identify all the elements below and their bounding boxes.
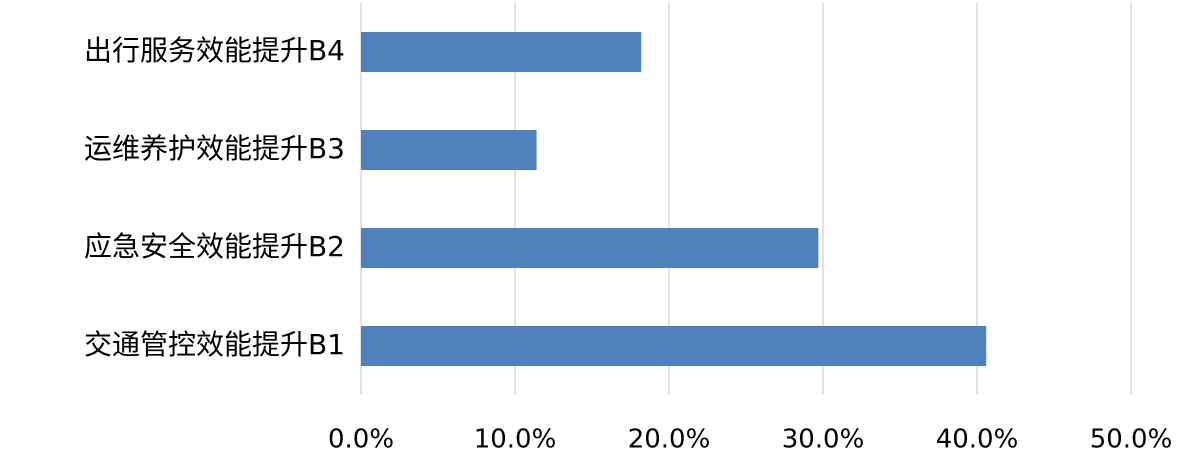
y-tick-label: 出行服务效能提升B4 — [84, 34, 345, 67]
x-tick-label: 10.0% — [474, 425, 557, 455]
y-tick-label: 交通管控效能提升B1 — [84, 328, 345, 361]
x-tick-label: 20.0% — [628, 425, 711, 455]
x-tick-label: 30.0% — [782, 425, 865, 455]
y-tick-label: 应急安全效能提升B2 — [84, 230, 345, 263]
bar — [361, 130, 537, 170]
y-tick-label: 运维养护效能提升B3 — [84, 132, 345, 165]
x-tick-label: 40.0% — [936, 425, 1019, 455]
bar — [361, 228, 819, 268]
x-tick-label: 0.0% — [328, 425, 394, 455]
bar — [361, 32, 642, 72]
bar — [361, 326, 987, 366]
x-tick-label: 50.0% — [1090, 425, 1173, 455]
